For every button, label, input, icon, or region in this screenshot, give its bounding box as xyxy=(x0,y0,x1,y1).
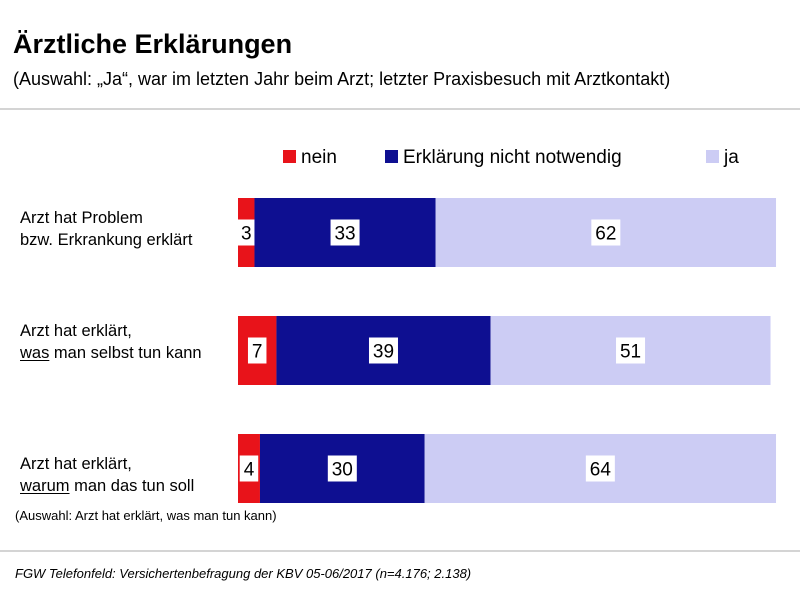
data-label-box xyxy=(236,219,256,246)
data-label: 33 xyxy=(334,224,355,245)
data-label-box xyxy=(239,455,259,482)
category-label-2: Arzt hat erklärt, warum man das tun soll xyxy=(20,455,195,495)
legend-swatch xyxy=(283,150,296,163)
legend-item-1: Erklärung nicht notwendig xyxy=(385,147,622,168)
chart-subtitle: (Auswahl: „Ja“, war im letzten Jahr beim… xyxy=(13,69,671,89)
header-divider xyxy=(0,108,800,110)
data-label: 64 xyxy=(590,460,612,481)
data-label: 51 xyxy=(620,342,641,363)
data-label-box xyxy=(247,337,267,364)
data-label: 30 xyxy=(332,460,353,481)
data-label: 62 xyxy=(595,224,616,245)
data-label: 3 xyxy=(241,224,252,245)
data-label: 4 xyxy=(244,460,255,481)
legend-item-2: ja xyxy=(706,147,739,168)
legend-label: Erklärung nicht notwendig xyxy=(403,147,622,168)
category-label-0: Arzt hat Problem bzw. Erkrankung erklärt xyxy=(20,209,193,249)
legend-swatch xyxy=(706,150,719,163)
data-label-box xyxy=(327,455,357,482)
data-label-box xyxy=(585,455,615,482)
source-note: FGW Telefonfeld: Versichertenbefragung d… xyxy=(15,566,472,581)
data-label: 39 xyxy=(373,342,394,363)
data-label-box xyxy=(368,337,398,364)
data-label-box xyxy=(591,219,621,246)
data-label-box xyxy=(330,219,360,246)
footnote: (Auswahl: Arzt hat erklärt, was man tun … xyxy=(15,508,277,523)
data-label: 7 xyxy=(252,342,263,363)
footer-divider xyxy=(0,550,800,552)
legend-label: ja xyxy=(723,147,739,168)
chart-title: Ärztliche Erklärungen xyxy=(13,29,293,59)
data-label-box xyxy=(616,337,646,364)
legend-item-0: nein xyxy=(283,147,337,168)
legend-label: nein xyxy=(301,147,337,168)
legend-swatch xyxy=(385,150,398,163)
category-label-1: Arzt hat erklärt, was man selbst tun kann xyxy=(20,322,202,362)
